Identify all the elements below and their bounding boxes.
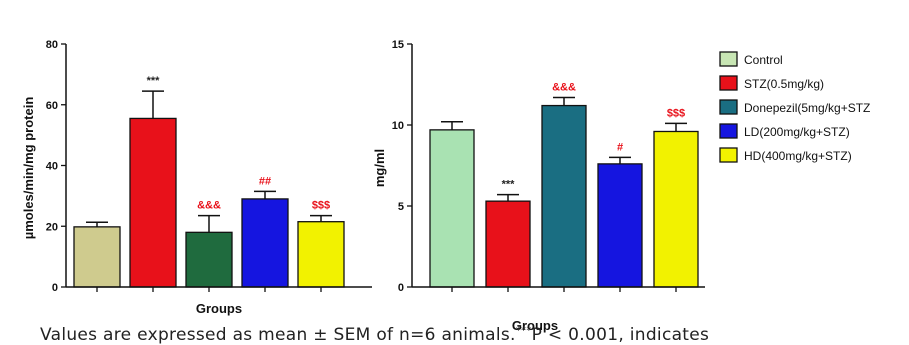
bar xyxy=(129,117,177,288)
legend: Control STZ(0.5mg/kg) Donepezil(5mg/kg+STZ… xyxy=(719,51,870,163)
legend-swatch xyxy=(719,75,738,91)
y-tick-label: 15 xyxy=(392,39,404,51)
bar xyxy=(429,129,475,288)
bar xyxy=(597,163,643,288)
significance-label: &&& xyxy=(552,81,576,93)
bar xyxy=(541,104,587,288)
x-axis-label: Groups xyxy=(196,301,242,316)
legend-label: Control xyxy=(744,53,783,67)
legend-swatch xyxy=(719,147,738,163)
chart-right: *** &&& # $$$ 0 5 10 15 mg/ml Groups xyxy=(372,39,705,333)
y-tick-label: 10 xyxy=(392,120,404,132)
y-tick-label: 0 xyxy=(398,282,404,294)
chart-left: *** &&& ## $$$ 0 20 40 60 80 µmoles/min/mg protei… xyxy=(21,39,372,316)
caption: Values are expressed as mean ± SEM of n=… xyxy=(40,325,900,345)
y-tick-label: 60 xyxy=(46,100,58,112)
bar xyxy=(653,130,699,288)
significance-label: *** xyxy=(147,75,161,87)
bar xyxy=(185,231,233,288)
legend-label: HD(400mg/kg+STZ) xyxy=(744,149,852,163)
y-axis-label: µmoles/min/mg protein xyxy=(21,97,36,240)
bar xyxy=(297,221,345,288)
bar xyxy=(485,200,531,288)
caption-superscript: *** xyxy=(515,325,532,337)
significance-label: $$$ xyxy=(667,107,685,119)
legend-swatch xyxy=(719,51,738,67)
y-tick-label: 5 xyxy=(398,201,404,213)
significance-label: &&& xyxy=(197,200,221,212)
significance-label: $$$ xyxy=(312,200,330,212)
significance-label: *** xyxy=(502,179,516,191)
significance-label: # xyxy=(617,141,623,153)
y-tick-label: 0 xyxy=(52,282,58,294)
caption-text: Values are expressed as mean ± SEM of n=… xyxy=(40,325,516,345)
bar xyxy=(73,226,121,288)
y-axis-label: mg/ml xyxy=(372,149,387,187)
legend-swatch xyxy=(719,123,738,139)
y-tick-label: 80 xyxy=(46,39,58,51)
significance-label: ## xyxy=(259,175,271,187)
legend-label: Donepezil(5mg/kg+STZ xyxy=(744,101,870,115)
caption-text-after: P < 0.001, indicates xyxy=(531,325,710,345)
y-tick-label: 20 xyxy=(46,221,58,233)
x-axis-label: Groups xyxy=(512,318,558,333)
y-tick-label: 40 xyxy=(46,161,58,173)
legend-label: STZ(0.5mg/kg) xyxy=(744,77,824,91)
legend-label: LD(200mg/kg+STZ) xyxy=(744,125,850,139)
bar xyxy=(241,198,289,288)
legend-swatch xyxy=(719,99,738,115)
